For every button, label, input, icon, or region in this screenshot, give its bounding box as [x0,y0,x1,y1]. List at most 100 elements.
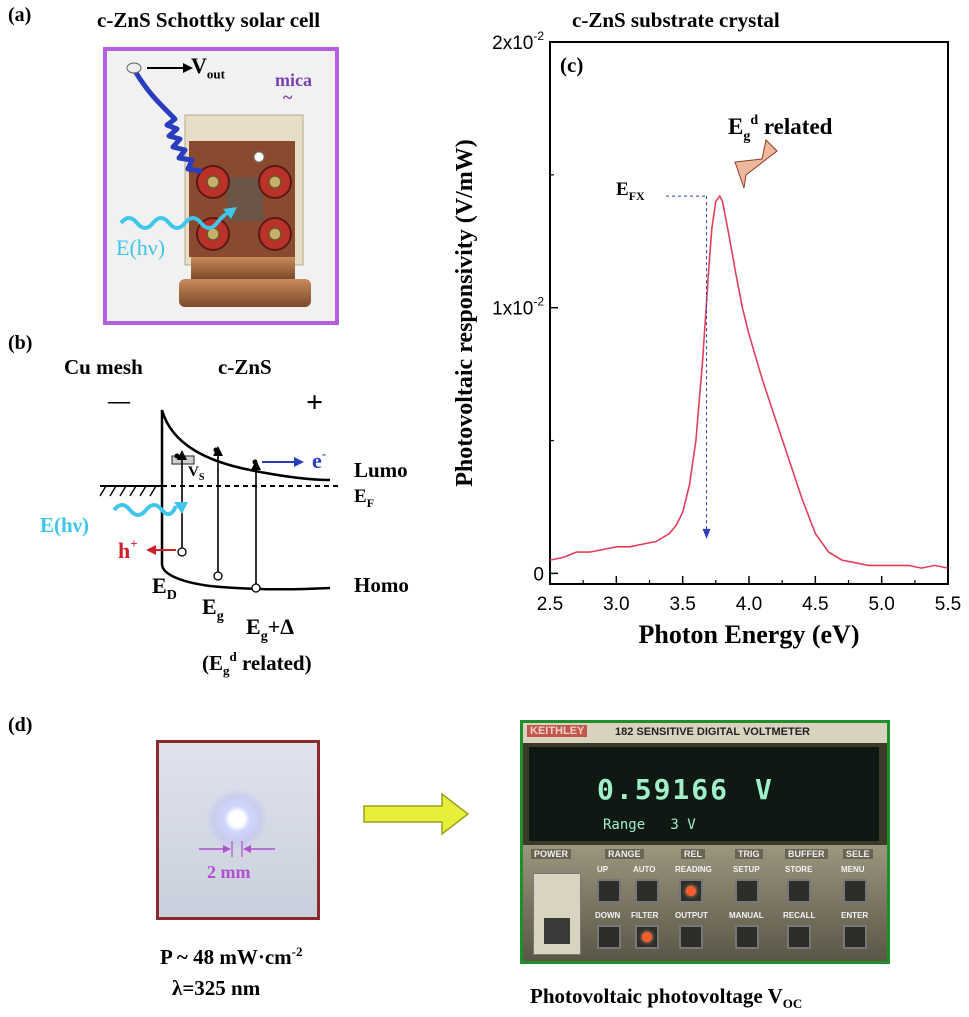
x-tick-label: 3.5 [669,594,695,615]
x-tick-label: 3.0 [603,594,629,615]
laser-spot-photo: 2 mm [156,740,320,920]
panel-a-title: c-ZnS Schottky solar cell [97,8,321,32]
laser-spot [207,789,267,849]
section-power: POWER [531,849,572,859]
btn-filter-label: FILTER [631,911,659,920]
lumo-label: Lumo [354,458,408,482]
x-tick-label: 2.5 [537,594,563,615]
power-switch[interactable] [533,873,581,955]
enter-button[interactable] [843,925,867,949]
light-energy-label-a: E(hν) [116,235,166,260]
x-tick-label: 5.0 [868,594,894,615]
egd-annotation: Egd related [728,113,833,144]
meter-reading: 0.59166 [597,773,730,806]
spot-size-marker [199,841,275,857]
btn-reading-label: READING [675,865,712,874]
wavelength-label: λ=325 nm [172,976,261,1000]
cu-mesh-label: Cu mesh [64,355,143,379]
vout-sub: out [206,66,225,82]
btn-down-label: DOWN [595,911,621,920]
meter-control-panel: POWER RANGE REL TRIG BUFFER SELE UP AUTO… [523,845,887,961]
filter-button[interactable] [635,925,659,949]
btn-manual-label: MANUAL [729,911,764,920]
minus-sign: — [107,388,131,413]
eg-label: Eg [202,594,224,624]
solar-cell-illustration [119,62,311,307]
filter-led [642,932,652,942]
light-energy-label-b: E(hν) [40,513,89,537]
panel-b-label: (b) [8,332,33,354]
process-arrow [363,792,470,836]
section-range: RANGE [605,849,644,859]
electron-label: e- [312,446,326,473]
reading-button[interactable] [679,879,703,903]
y-tick-label: 2x10-2 [492,30,544,54]
spot-size-label: 2 mm [207,862,251,882]
ef-label: EF [354,486,374,510]
btn-up-label: UP [597,865,609,874]
mica-tilde: ~ [283,87,293,107]
responsivity-chart: 0 1x10-2 2x10-2 2.5 3.0 3.5 4.0 4.5 5.0 5.5 (c) … [440,29,969,680]
reading-led [686,886,696,896]
voltmeter-photo: KEITHLEY 182 SENSITIVE DIGITAL VOLTMETER… [520,720,890,964]
vout-label: Vout [191,53,225,82]
y-tick-label: 1x10-2 [492,295,544,320]
menu-button[interactable] [843,879,867,903]
eg-delta-label: Eg+Δ [246,614,294,644]
x-tick-label: 4.0 [736,594,762,615]
section-rel: REL [681,849,705,859]
btn-recall-label: RECALL [783,911,816,920]
meter-range: Range 3 V [603,817,696,833]
x-axis-title: Photon Energy (eV) [639,620,860,649]
meter-header: KEITHLEY 182 SENSITIVE DIGITAL VOLTMETER [523,723,887,743]
btn-store-label: STORE [785,865,813,874]
efx-label: EFX [616,179,645,203]
meter-display: 0.59166 V Range 3 V [529,747,879,841]
btn-output-label: OUTPUT [675,911,708,920]
meter-brand: KEITHLEY [527,725,588,737]
hole-label: h+ [118,536,138,563]
efx-marker-arrow [702,528,711,539]
btn-auto-label: AUTO [633,865,656,874]
plot-frame [549,41,949,585]
manual-button[interactable] [735,925,759,949]
btn-enter-label: ENTER [841,911,869,920]
recall-button[interactable] [787,925,811,949]
homo-label: Homo [354,573,409,597]
section-trig: TRIG [735,849,763,859]
down-button[interactable] [597,925,621,949]
section-select: SELE [843,849,873,859]
power-label: P ~ 48 mW·cm-2 [160,944,303,969]
meter-model: 182 SENSITIVE DIGITAL VOLTMETER [615,726,810,738]
czns-label: c-ZnS [218,355,272,379]
band-diagram-svg: Cu mesh c-ZnS — + VS e- [40,355,409,678]
x-tick-label: 5.5 [935,594,961,615]
power-switch-knob [544,918,570,944]
y-axis-title: Photovoltaic responsivity (V/mW) [452,139,478,487]
up-button[interactable] [597,879,621,903]
mica-label: mica [275,70,312,90]
panel-a-label: (a) [8,4,32,26]
btn-setup-label: SETUP [733,865,760,874]
plus-sign: + [306,386,323,419]
y-tick-label: 0 [533,564,544,585]
ed-label: ED [152,573,177,603]
x-axis: 2.5 3.0 3.5 4.0 4.5 5.0 5.5 [537,576,961,615]
x-tick-label: 4.5 [802,594,828,615]
output-button[interactable] [679,925,703,949]
auto-button[interactable] [635,879,659,903]
vout-main: V [191,53,207,78]
section-buffer: BUFFER [785,849,828,859]
vs-label: VS [188,464,205,483]
meter-unit: V [755,773,772,806]
btn-menu-label: MENU [841,865,865,874]
egd-related-label: (Egd related) [202,649,312,678]
egd-pointer-arrow [734,138,778,189]
setup-button[interactable] [735,879,759,903]
solar-cell-photo: Vout mica ~ E(hν) [103,47,339,325]
store-button[interactable] [787,879,811,903]
panel-d-label: (d) [8,714,33,736]
voc-caption: Photovoltaic photovoltage VOC [530,984,803,1012]
y-axis: 0 1x10-2 2x10-2 [492,29,558,585]
